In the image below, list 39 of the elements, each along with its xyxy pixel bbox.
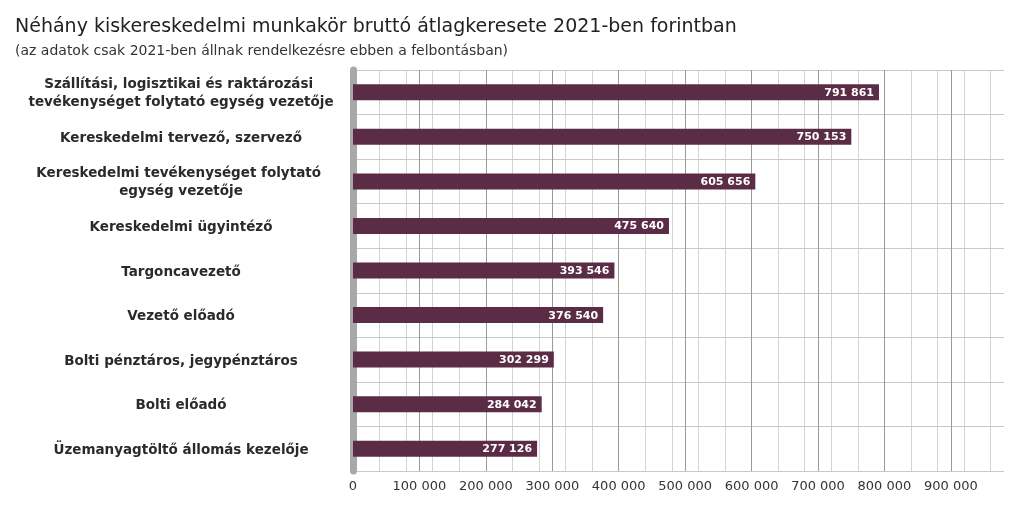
y-tick-label: Vezető előadó bbox=[127, 307, 235, 324]
x-tick-label: 700 000 bbox=[791, 478, 845, 493]
y-tick-label: Targoncavezető bbox=[121, 262, 241, 279]
x-tick-label: 600 000 bbox=[724, 478, 779, 493]
bar bbox=[353, 173, 756, 190]
bar bbox=[353, 396, 542, 413]
bar bbox=[353, 440, 538, 457]
x-tick-label: 400 000 bbox=[591, 478, 646, 493]
data-label: 376 540 bbox=[548, 308, 599, 322]
bar bbox=[353, 351, 554, 368]
y-tick-label: Kereskedelmi tervező, szervező bbox=[60, 128, 302, 145]
data-label: 605 656 bbox=[700, 174, 751, 188]
chart-subtitle: (az adatok csak 2021-ben állnak rendelkezésre ebben a felbontásban) bbox=[15, 42, 509, 58]
y-tick-label: Kereskedelmi tevékenységet folytató egység vezetője bbox=[36, 164, 326, 199]
y-tick-label: Bolti előadó bbox=[135, 396, 227, 413]
data-label: 475 640 bbox=[614, 219, 665, 233]
x-tick-label: 0 bbox=[348, 478, 358, 493]
x-tick-label: 300 000 bbox=[525, 478, 580, 493]
x-tick-label: 900 000 bbox=[923, 478, 978, 493]
data-label: 750 153 bbox=[796, 130, 847, 144]
chart-title: Néhány kiskereskedelmi munkakör bruttó átlagkeresete 2021-ben forintban bbox=[15, 13, 737, 36]
bar bbox=[353, 84, 880, 101]
y-tick-label: Szállítási, logisztikai és raktározási tevékenységet folytató egység vezetője bbox=[28, 75, 334, 110]
y-tick-label: Kereskedelmi ügyintéző bbox=[89, 217, 273, 234]
bar bbox=[353, 307, 604, 324]
data-label: 791 861 bbox=[824, 85, 875, 99]
y-tick-label: Bolti pénztáros, jegypénztáros bbox=[64, 351, 298, 368]
bar bbox=[353, 217, 669, 234]
x-tick-label: 800 000 bbox=[857, 478, 912, 493]
data-label: 393 546 bbox=[559, 264, 610, 277]
bar bbox=[353, 128, 852, 145]
data-label: 284 042 bbox=[486, 397, 537, 411]
data-label: 302 299 bbox=[499, 353, 549, 367]
x-tick-label: 100 000 bbox=[392, 478, 447, 493]
x-tick-label: 500 000 bbox=[658, 478, 713, 493]
x-tick-label: 200 000 bbox=[458, 478, 513, 493]
data-label: 277 126 bbox=[482, 442, 533, 456]
y-tick-label: Üzemanyagtöltő állomás kezelője bbox=[53, 439, 309, 457]
bar bbox=[353, 262, 615, 279]
